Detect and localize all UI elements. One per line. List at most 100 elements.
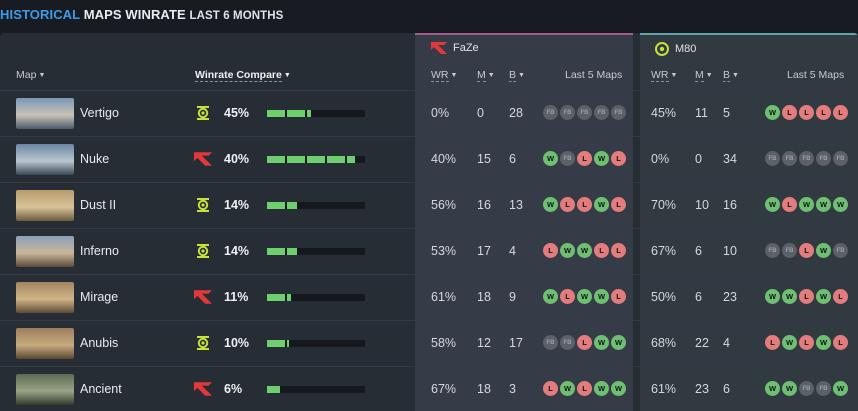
winrate-bar-fill bbox=[267, 340, 285, 347]
table-row[interactable]: Nuke 40% 40% 15 6 W FB L W L 0% 0 34 FB FB FB FB FB bbox=[0, 136, 858, 182]
win-badge: W bbox=[560, 243, 575, 258]
loss-badge: L bbox=[799, 243, 814, 258]
win-badge: W bbox=[594, 197, 609, 212]
winrate-bar-fill bbox=[307, 156, 325, 163]
first-ban-badge: FB bbox=[560, 151, 575, 166]
faze-team-name: FaZe bbox=[453, 42, 479, 54]
winrate-bar-fill bbox=[327, 156, 345, 163]
faze-winrate: 53% bbox=[431, 244, 457, 258]
faze-bans: 3 bbox=[509, 382, 516, 396]
table-row[interactable]: Vertigo 45% 0% 0 28 FB FB FB FB FB 45% 11 5 W L L L L bbox=[0, 90, 858, 136]
maps-winrate-table: FaZe M80 Map ▼ Winrate Compare ▼ WR ▼ M ▼ B ▼… bbox=[0, 33, 858, 411]
first-ban-badge: FB bbox=[816, 151, 831, 166]
m80-bans: 34 bbox=[723, 152, 737, 166]
chevron-down-icon: ▼ bbox=[705, 72, 713, 79]
faze-last5-header: Last 5 Maps bbox=[565, 69, 623, 81]
m80-winrate: 68% bbox=[651, 336, 677, 350]
win-badge: W bbox=[560, 381, 575, 396]
winrate-compare-header[interactable]: Winrate Compare ▼ bbox=[195, 69, 291, 82]
loss-badge: L bbox=[816, 105, 831, 120]
map-name: Nuke bbox=[80, 152, 110, 166]
title-highlight: HISTORICAL bbox=[0, 7, 80, 22]
loss-badge: L bbox=[543, 243, 558, 258]
loss-badge: L bbox=[799, 105, 814, 120]
m80-team-header: M80 bbox=[655, 42, 696, 56]
faze-maps-played: 18 bbox=[477, 290, 491, 304]
winrate-percent: 14% bbox=[224, 244, 250, 258]
m80-maps-played: 10 bbox=[695, 198, 709, 212]
faze-last5-results: FB FB L W W bbox=[543, 335, 626, 350]
table-row[interactable]: Dust II 14% 56% 16 13 W L L W L 70% 10 16 W L W W W bbox=[0, 182, 858, 228]
winrate-percent: 10% bbox=[224, 336, 250, 350]
map-thumbnail bbox=[16, 328, 74, 359]
faze-maps-played: 18 bbox=[477, 382, 491, 396]
m80-maps-played: 22 bbox=[695, 336, 709, 350]
first-ban-badge: FB bbox=[543, 335, 558, 350]
first-ban-badge: FB bbox=[594, 105, 609, 120]
m80-wr-header[interactable]: WR ▼ bbox=[651, 69, 678, 82]
m80-winrate: 50% bbox=[651, 290, 677, 304]
win-badge: W bbox=[799, 197, 814, 212]
first-ban-badge: FB bbox=[799, 151, 814, 166]
table-row[interactable]: Ancient 6% 67% 18 3 L W L W W 61% 23 6 W W FB FB W bbox=[0, 366, 858, 411]
first-ban-badge: FB bbox=[560, 105, 575, 120]
table-row[interactable]: Mirage 11% 61% 18 9 W L W W L 50% 6 23 W W L W L bbox=[0, 274, 858, 320]
win-badge: W bbox=[543, 151, 558, 166]
winrate-bar bbox=[267, 110, 365, 117]
win-badge: W bbox=[833, 197, 848, 212]
faze-bans: 4 bbox=[509, 244, 516, 258]
m80-last5-results: W W FB FB W bbox=[765, 381, 848, 396]
map-header[interactable]: Map ▼ bbox=[16, 69, 46, 81]
map-thumbnail bbox=[16, 98, 74, 129]
map-name: Vertigo bbox=[80, 106, 119, 120]
loss-badge: L bbox=[611, 243, 626, 258]
first-ban-badge: FB bbox=[816, 381, 831, 396]
first-ban-badge: FB bbox=[543, 105, 558, 120]
faze-winrate: 58% bbox=[431, 336, 457, 350]
first-ban-badge: FB bbox=[577, 105, 592, 120]
m80-last5-header: Last 5 Maps bbox=[787, 69, 845, 81]
m80-last5-results: FB FB L W FB bbox=[765, 243, 848, 258]
table-row[interactable]: Anubis 10% 58% 12 17 FB FB L W W 68% 22 4 L W L W L bbox=[0, 320, 858, 366]
faze-b-header[interactable]: B ▼ bbox=[509, 69, 525, 82]
m80-bans: 16 bbox=[723, 198, 737, 212]
win-badge: W bbox=[765, 381, 780, 396]
chevron-down-icon: ▼ bbox=[487, 72, 495, 79]
m80-b-header[interactable]: B ▼ bbox=[723, 69, 739, 82]
faze-m-header[interactable]: M ▼ bbox=[477, 69, 495, 82]
win-badge: W bbox=[594, 381, 609, 396]
m80-m-header[interactable]: M ▼ bbox=[695, 69, 713, 82]
winrate-percent: 40% bbox=[224, 152, 250, 166]
loss-badge: L bbox=[799, 289, 814, 304]
winrate-bar bbox=[267, 202, 365, 209]
m80-maps-played: 23 bbox=[695, 382, 709, 396]
page-title: HISTORICAL MAPS WINRATE LAST 6 MONTHS bbox=[0, 7, 283, 25]
loss-badge: L bbox=[577, 381, 592, 396]
chevron-down-icon: ▼ bbox=[450, 72, 458, 79]
faze-team-header: FaZe bbox=[431, 42, 479, 54]
winrate-percent: 6% bbox=[224, 382, 243, 396]
winrate-percent: 45% bbox=[224, 106, 250, 120]
m80-logo-icon bbox=[194, 334, 212, 352]
faze-maps-played: 17 bbox=[477, 244, 491, 258]
winrate-bar bbox=[267, 386, 365, 393]
m80-bans: 10 bbox=[723, 244, 737, 258]
map-name: Ancient bbox=[80, 382, 122, 396]
m80-logo-icon bbox=[655, 42, 669, 56]
winrate-percent: 11% bbox=[224, 290, 249, 304]
faze-wr-header[interactable]: WR ▼ bbox=[431, 69, 458, 82]
faze-last5-results: FB FB FB FB FB bbox=[543, 105, 626, 120]
faze-bans: 6 bbox=[509, 152, 516, 166]
faze-maps-played: 0 bbox=[477, 106, 484, 120]
winrate-percent: 14% bbox=[224, 198, 250, 212]
loss-badge: L bbox=[577, 335, 592, 350]
m80-bans: 4 bbox=[723, 336, 730, 350]
m80-maps-played: 6 bbox=[695, 290, 702, 304]
faze-logo-icon bbox=[194, 288, 212, 306]
table-row[interactable]: Inferno 14% 53% 17 4 L W W L L 67% 6 10 FB FB L W FB bbox=[0, 228, 858, 274]
win-badge: W bbox=[782, 289, 797, 304]
m80-winrate: 67% bbox=[651, 244, 677, 258]
faze-winrate: 40% bbox=[431, 152, 457, 166]
